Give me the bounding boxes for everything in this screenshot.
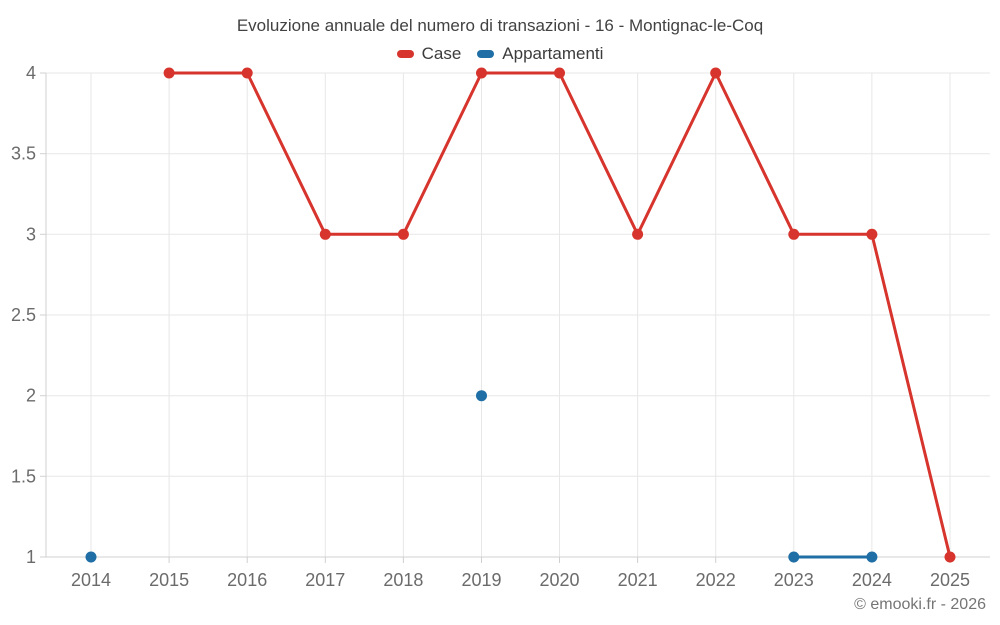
legend: Case Appartamenti bbox=[0, 44, 1000, 64]
legend-item-appartamenti[interactable]: Appartamenti bbox=[477, 44, 603, 64]
legend-label-case: Case bbox=[421, 44, 462, 63]
svg-text:1.5: 1.5 bbox=[11, 466, 36, 486]
svg-text:2017: 2017 bbox=[305, 570, 345, 590]
svg-text:4: 4 bbox=[26, 63, 36, 83]
svg-text:2020: 2020 bbox=[539, 570, 579, 590]
svg-text:2023: 2023 bbox=[774, 570, 814, 590]
legend-label-appartamenti: Appartamenti bbox=[502, 44, 604, 63]
svg-text:1: 1 bbox=[26, 547, 36, 567]
svg-text:3.5: 3.5 bbox=[11, 144, 36, 164]
svg-text:2025: 2025 bbox=[930, 570, 970, 590]
chart-title: Evoluzione annuale del numero di transaz… bbox=[236, 16, 764, 35]
svg-text:3: 3 bbox=[26, 224, 36, 244]
svg-text:2018: 2018 bbox=[383, 570, 423, 590]
legend-item-case[interactable]: Case bbox=[396, 44, 462, 64]
case-series-swatch-icon bbox=[396, 50, 414, 58]
svg-text:2021: 2021 bbox=[618, 570, 658, 590]
svg-text:2015: 2015 bbox=[149, 570, 189, 590]
copyright-footer: © emooki.fr - 2026 bbox=[854, 596, 986, 613]
svg-text:2022: 2022 bbox=[696, 570, 736, 590]
svg-text:2014: 2014 bbox=[71, 570, 111, 590]
svg-text:2024: 2024 bbox=[852, 570, 892, 590]
appartamenti-series-swatch-icon bbox=[477, 50, 495, 58]
svg-text:2016: 2016 bbox=[227, 570, 267, 590]
svg-text:2019: 2019 bbox=[461, 570, 501, 590]
svg-text:2.5: 2.5 bbox=[11, 305, 36, 325]
svg-text:2: 2 bbox=[26, 386, 36, 406]
